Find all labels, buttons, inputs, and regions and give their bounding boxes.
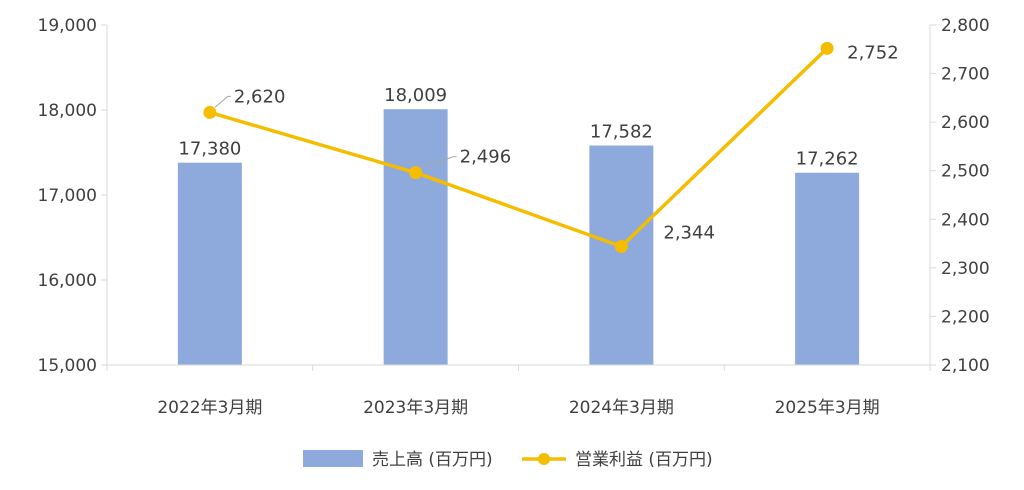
left-axis-tick-label: 19,000 (38, 16, 97, 36)
line-data-label: 2,620 (234, 86, 286, 107)
legend-marker-line (538, 453, 550, 465)
right-axis-tick-label: 2,600 (941, 113, 990, 133)
x-axis-category-label: 2022年3月期 (157, 398, 262, 418)
left-axis-tick-label: 18,000 (38, 101, 97, 121)
right-axis-tick-label: 2,700 (941, 65, 990, 85)
bar-data-label: 18,009 (384, 85, 447, 106)
left-axis: 15,000 16,000 17,000 18,000 19,000 (38, 16, 108, 376)
bar (383, 109, 448, 365)
bar (177, 162, 242, 365)
line-point (409, 166, 423, 180)
line-point (203, 105, 217, 119)
line-path (209, 47, 829, 249)
line-label-leader (420, 156, 457, 169)
right-axis-tick-label: 2,300 (941, 259, 990, 279)
right-axis-tick-label: 2,500 (941, 162, 990, 182)
right-axis-tick-label: 2,100 (941, 356, 990, 376)
right-axis-tick-label: 2,400 (941, 210, 990, 230)
bar (589, 145, 654, 365)
bar (795, 172, 860, 365)
line-data-label: 2,752 (847, 42, 899, 63)
x-axis-category-label: 2024年3月期 (569, 398, 674, 418)
right-axis: 2,100 2,200 2,300 2,400 2,500 2,600 2,700 2,800 (929, 16, 990, 376)
legend-swatch-bar (303, 450, 363, 467)
line-label-leader (214, 95, 231, 108)
x-axis-category-label: 2025年3月期 (775, 398, 880, 418)
bar-series (177, 109, 860, 365)
legend: 売上高 (百万円) 営業利益 (百万円) (303, 450, 713, 470)
bar-data-label: 17,582 (590, 122, 653, 143)
line-data-label: 2,496 (460, 147, 512, 168)
legend-label-line: 営業利益 (百万円) (575, 450, 713, 470)
line-data-label: 2,344 (663, 222, 715, 243)
x-axis: 2022年3月期 2023年3月期 2024年3月期 2025年3月期 (106, 364, 931, 418)
bar-data-label: 17,262 (796, 149, 859, 170)
line-series (203, 41, 834, 253)
bar-data-label: 17,380 (178, 139, 241, 160)
line-point (820, 41, 834, 55)
line-point (614, 239, 628, 253)
x-axis-category-label: 2023年3月期 (363, 398, 468, 418)
left-axis-tick-label: 15,000 (38, 356, 97, 376)
right-axis-tick-label: 2,800 (941, 16, 990, 36)
legend-label-bar: 売上高 (百万円) (372, 450, 493, 470)
data-labels: 17,380 18,009 17,582 17,262 2,620 2,496 2,344 2… (178, 42, 898, 243)
left-axis-tick-label: 17,000 (38, 186, 97, 206)
right-axis-tick-label: 2,200 (941, 307, 990, 327)
left-axis-tick-label: 16,000 (38, 271, 97, 291)
